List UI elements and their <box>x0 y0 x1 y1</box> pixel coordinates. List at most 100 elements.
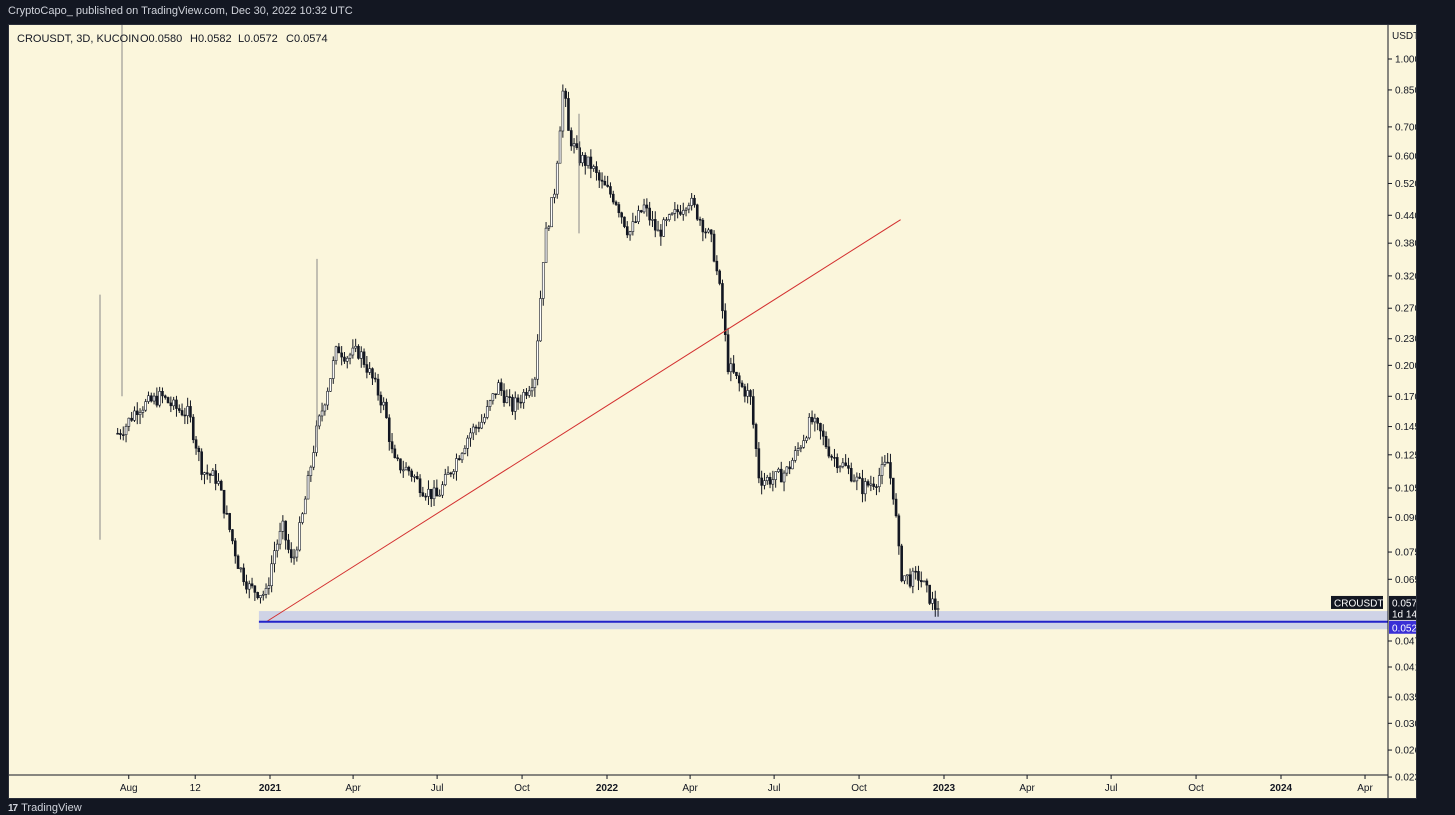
candle <box>138 408 142 425</box>
candle <box>404 462 408 471</box>
candle <box>208 472 212 484</box>
candle <box>575 135 579 150</box>
price-chart[interactable]: CROUSDT, 3D, KUCOIN O0.0580 H0.0582 L0.0572… <box>9 25 1417 799</box>
candle-body <box>847 465 850 469</box>
candle <box>869 475 873 492</box>
candle <box>175 395 178 417</box>
candle-body <box>396 457 399 460</box>
candle-body <box>413 476 416 478</box>
candle <box>746 383 749 404</box>
candle-body <box>645 204 649 209</box>
candle <box>936 600 940 617</box>
tradingview-logo-text: TradingView <box>21 802 82 814</box>
candle-body <box>331 360 335 379</box>
price-tick-label: 0.0265 <box>1395 746 1417 757</box>
candle-body <box>477 427 481 429</box>
candle-body <box>564 90 567 99</box>
candle-body <box>466 437 469 449</box>
candle-body <box>343 356 346 362</box>
candle <box>855 472 859 491</box>
candle-body <box>891 477 895 500</box>
candle-body <box>788 466 791 470</box>
candle-body <box>651 219 654 221</box>
candle <box>334 345 338 365</box>
candle <box>810 410 814 425</box>
candle <box>561 84 565 138</box>
candle <box>569 127 573 151</box>
candle <box>189 400 192 423</box>
candle <box>245 574 248 594</box>
candle-body <box>869 483 873 486</box>
candle-body <box>665 219 668 221</box>
price-tick-label: 0.1700 <box>1395 392 1417 403</box>
candle <box>698 216 702 226</box>
candle <box>536 334 539 386</box>
candle <box>793 446 797 463</box>
candle <box>802 434 805 449</box>
candle-body <box>242 567 245 583</box>
candle <box>217 473 220 486</box>
candle <box>634 215 637 224</box>
candle-body <box>362 351 366 365</box>
candle <box>707 227 710 234</box>
candle <box>410 468 413 482</box>
candle-body <box>399 458 402 471</box>
candle-body <box>824 436 828 448</box>
candle-body <box>231 529 234 542</box>
candle <box>329 378 332 392</box>
candle <box>418 474 422 498</box>
price-tick-label: 0.3200 <box>1395 271 1417 282</box>
candle <box>466 435 469 457</box>
candle-body <box>124 426 128 436</box>
candle-body <box>743 386 747 397</box>
candle <box>499 378 503 396</box>
candle-body <box>491 393 495 402</box>
candle <box>149 392 153 403</box>
candle-body <box>499 382 503 391</box>
candle <box>228 512 231 533</box>
candle-body <box>256 592 259 599</box>
candle-body <box>172 399 175 407</box>
candle-body <box>796 448 800 451</box>
candle <box>785 466 789 477</box>
candle <box>281 515 285 540</box>
candle <box>396 454 399 462</box>
candle-body <box>709 229 713 235</box>
price-tick-label: 0.0470 <box>1395 637 1417 648</box>
candle <box>894 493 898 518</box>
candle-body <box>735 371 738 377</box>
candle-body <box>200 451 203 475</box>
candle <box>625 221 629 239</box>
candle-body <box>197 447 201 453</box>
candle <box>670 212 674 216</box>
candle-body <box>147 395 150 402</box>
candle <box>236 554 240 569</box>
candle-body <box>211 470 215 476</box>
candle-body <box>802 440 805 448</box>
time-tick-label: Jul <box>1105 783 1118 794</box>
time-tick-label: Oct <box>514 783 530 794</box>
candle-body <box>295 549 299 558</box>
candle-body <box>382 401 385 406</box>
chart-frame[interactable]: CROUSDT, 3D, KUCOIN O0.0580 H0.0582 L0.0572… <box>8 24 1417 799</box>
candle-body <box>127 417 131 427</box>
candle-body <box>407 466 411 472</box>
candle-body <box>897 515 901 547</box>
candle <box>693 194 696 208</box>
candle <box>371 367 374 385</box>
candle-body <box>765 476 769 481</box>
candle <box>508 389 511 407</box>
candle <box>211 468 215 476</box>
candle-body <box>653 219 657 231</box>
candle <box>648 201 651 226</box>
candle <box>768 472 772 489</box>
candle <box>130 411 133 422</box>
tradingview-logo[interactable]: 17 TradingView <box>8 802 82 814</box>
candle <box>891 477 895 505</box>
candle <box>721 279 724 319</box>
candle <box>841 457 845 469</box>
price-tick-label: 0.0750 <box>1395 548 1417 559</box>
candle-body <box>928 584 931 604</box>
candle-body <box>452 471 455 475</box>
candle <box>119 429 122 440</box>
